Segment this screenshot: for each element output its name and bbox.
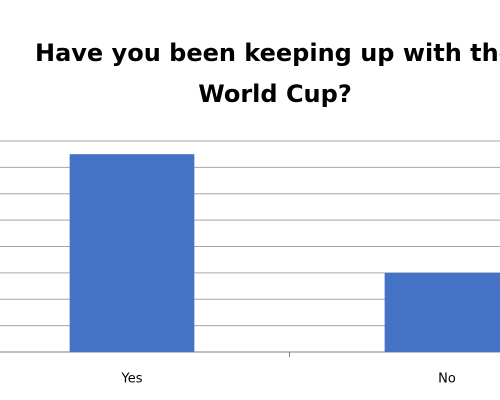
x-tick-label: No xyxy=(438,372,456,387)
x-tick-label: Yes xyxy=(121,372,143,387)
chart-title: Have you been keeping up with the xyxy=(35,39,500,67)
bar xyxy=(69,154,195,352)
chart-title: World Cup? xyxy=(198,80,352,108)
bar xyxy=(384,272,500,352)
